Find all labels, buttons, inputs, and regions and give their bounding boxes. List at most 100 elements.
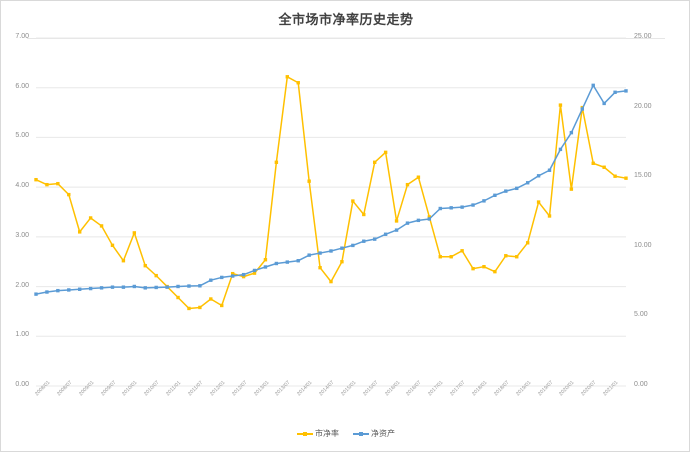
data-point-marker	[99, 224, 104, 228]
data-point-marker	[198, 305, 202, 310]
data-point-marker	[362, 212, 366, 217]
y-axis-left-tick: 6.00	[15, 82, 29, 90]
data-point-marker	[230, 274, 235, 278]
data-point-marker	[525, 241, 530, 245]
data-point-marker	[427, 217, 432, 221]
y-axis-right-tick: 5.00	[634, 311, 648, 319]
data-point-marker	[176, 295, 180, 300]
chart-legend: 市净率 净资产	[1, 428, 690, 439]
legend-item-2[interactable]: 净资产	[353, 428, 395, 439]
data-point-marker	[154, 273, 158, 278]
data-point-marker	[438, 255, 442, 259]
data-point-marker	[482, 199, 486, 203]
data-point-marker	[252, 268, 257, 273]
data-point-marker	[362, 239, 366, 243]
data-point-marker	[438, 206, 442, 211]
data-point-marker	[460, 249, 464, 253]
data-point-marker	[547, 214, 552, 218]
series-line-1	[35, 76, 627, 310]
data-point-marker	[209, 278, 213, 282]
data-point-marker	[449, 206, 453, 210]
data-point-marker	[482, 264, 486, 269]
data-point-marker	[78, 287, 82, 291]
y-axis-right-tick: 0.00	[634, 381, 648, 388]
legend-label: 净资产	[371, 429, 395, 438]
series-line-2	[35, 84, 627, 295]
data-point-marker	[329, 249, 333, 253]
data-point-marker	[34, 292, 38, 296]
data-point-marker	[591, 83, 595, 88]
data-point-marker	[558, 147, 563, 152]
data-point-marker	[351, 243, 355, 248]
data-point-marker	[56, 288, 60, 293]
y-axis-left-tick: 0.00	[15, 381, 29, 388]
data-point-marker	[427, 215, 432, 219]
data-point-marker	[602, 101, 606, 106]
data-point-marker	[504, 254, 508, 258]
data-point-marker	[88, 286, 93, 291]
legend-item-1[interactable]: 市净率	[297, 428, 339, 439]
data-point-marker	[504, 189, 508, 193]
data-point-marker	[307, 253, 311, 257]
data-point-marker	[449, 255, 453, 259]
data-point-marker	[132, 231, 137, 235]
data-point-marker	[558, 103, 563, 107]
data-point-marker	[132, 284, 137, 289]
data-point-marker	[591, 161, 595, 165]
y-axis-right-tick: 10.00	[634, 241, 652, 249]
legend-swatch-icon	[353, 430, 369, 438]
data-point-marker	[56, 181, 60, 186]
data-point-marker	[624, 89, 628, 93]
data-point-marker	[241, 274, 246, 279]
y-axis-right-tick: 15.00	[634, 172, 652, 180]
data-point-marker	[121, 285, 126, 289]
legend-swatch-icon	[297, 430, 313, 438]
data-point-marker	[373, 237, 377, 241]
y-axis-left-tick: 4.00	[15, 182, 29, 190]
data-point-marker	[580, 107, 584, 111]
data-point-marker	[536, 200, 541, 204]
y-axis-left-tick: 7.00	[15, 33, 29, 40]
data-point-marker	[602, 165, 606, 169]
data-point-marker	[613, 90, 617, 94]
data-point-marker	[143, 286, 147, 290]
data-point-marker	[110, 285, 115, 289]
data-point-marker	[569, 130, 574, 135]
data-point-marker	[383, 232, 388, 236]
y-axis-right-tick: 20.00	[634, 102, 652, 110]
data-point-marker	[67, 192, 71, 197]
y-axis-left-tick: 3.00	[15, 231, 29, 239]
data-point-marker	[340, 246, 344, 250]
data-point-marker	[613, 174, 617, 178]
data-point-marker	[351, 199, 355, 203]
data-point-marker	[405, 182, 410, 187]
data-point-marker	[263, 258, 268, 262]
data-point-marker	[45, 290, 49, 294]
data-point-marker	[176, 284, 180, 289]
data-point-marker	[307, 179, 311, 183]
data-point-marker	[373, 160, 377, 164]
data-point-marker	[78, 230, 82, 234]
data-point-marker	[547, 168, 552, 172]
data-point-marker	[318, 265, 322, 270]
data-point-marker	[230, 271, 235, 276]
data-point-marker	[285, 260, 289, 264]
data-point-marker	[285, 75, 289, 79]
data-point-marker	[220, 275, 224, 280]
data-point-marker	[198, 284, 202, 288]
data-point-marker	[471, 266, 475, 271]
data-point-marker	[340, 260, 344, 264]
data-point-marker	[110, 243, 115, 248]
data-point-marker	[34, 177, 38, 182]
data-point-marker	[209, 297, 213, 301]
data-point-marker	[416, 218, 421, 223]
data-point-marker	[493, 193, 497, 197]
data-point-marker	[296, 259, 300, 263]
data-point-marker	[493, 269, 497, 274]
data-point-marker	[296, 81, 300, 85]
data-point-marker	[220, 303, 224, 308]
data-point-marker	[121, 259, 126, 263]
data-point-marker	[515, 255, 519, 259]
y-axis-left-tick: 5.00	[15, 132, 29, 140]
